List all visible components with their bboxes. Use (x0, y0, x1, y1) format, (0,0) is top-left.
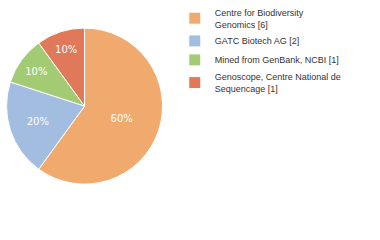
svg-text:Centre for BiodiversityGenomic: Centre for BiodiversityGenomics [6] (215, 8, 304, 30)
svg-text:GATC Biotech AG [2]: GATC Biotech AG [2] (215, 36, 299, 46)
svg-text:20%: 20% (27, 116, 49, 127)
svg-text:10%: 10% (55, 44, 77, 55)
svg-text:10%: 10% (25, 66, 47, 77)
svg-text:Genoscope, Centre National deS: Genoscope, Centre National deSequencage … (215, 72, 341, 94)
svg-text:60%: 60% (111, 113, 133, 124)
svg-text:Mined from GenBank, NCBI [1]: Mined from GenBank, NCBI [1] (215, 55, 339, 65)
